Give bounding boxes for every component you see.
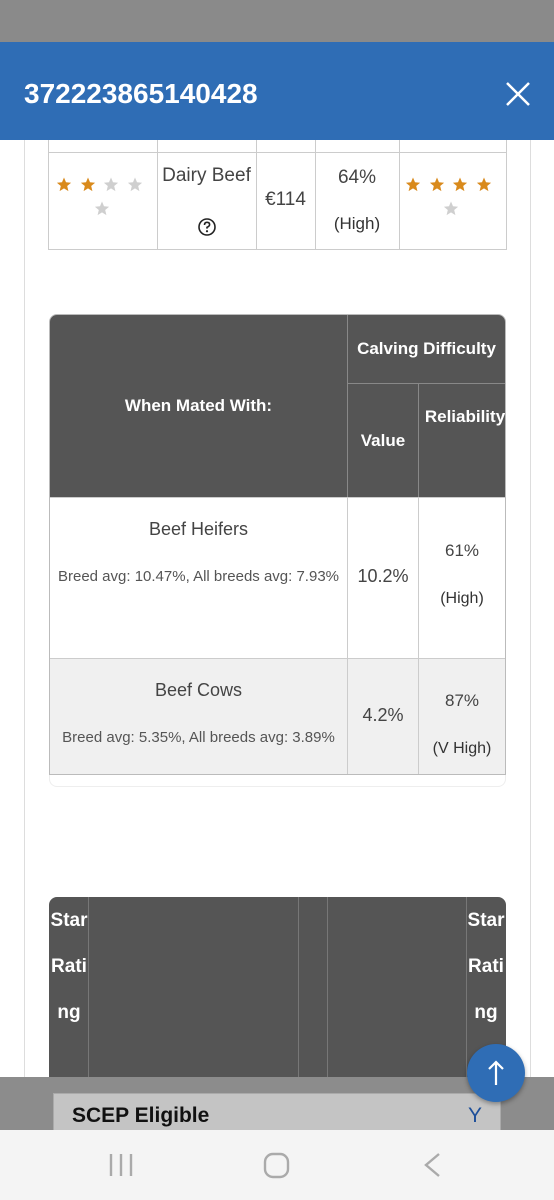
summary-table — [48, 140, 507, 250]
cell-divider — [347, 658, 348, 774]
cell-divider — [88, 897, 89, 1077]
header-divider — [348, 383, 505, 384]
star-table — [49, 897, 506, 1077]
row-note: Breed avg: 5.35%, All breeds avg: 3.89% — [62, 729, 335, 746]
header-cell: Star Rating — [467, 910, 505, 1023]
cell-divider — [256, 140, 257, 250]
cell-divider — [327, 897, 328, 1077]
breed: Dairy Beef — [162, 165, 251, 186]
cell-divider — [315, 140, 316, 250]
cell-divider — [418, 658, 419, 774]
row-label: Beef Heifers — [148, 519, 249, 539]
row-reliability: 61% — [444, 541, 480, 560]
star — [80, 177, 96, 192]
table-row — [50, 497, 505, 658]
header-divider — [418, 384, 419, 497]
star — [103, 177, 119, 192]
header-cell: Calving Difficulty — [357, 339, 496, 358]
star — [56, 177, 72, 192]
row-value: 4.2% — [362, 704, 404, 725]
help-icon[interactable] — [197, 217, 217, 237]
header-cell: When Mated With: — [124, 396, 273, 415]
status-bar — [0, 0, 554, 42]
star — [94, 201, 110, 216]
cell-divider — [466, 897, 467, 1077]
table-row — [50, 658, 505, 774]
cell-divider — [298, 897, 299, 1077]
header-divider — [347, 315, 348, 497]
reliability: 64% — [337, 167, 377, 188]
nav-bar — [0, 1130, 554, 1200]
row-label: Beef Cows — [154, 680, 243, 700]
cell-divider — [399, 140, 400, 250]
sticky-label: SCEP Eligible — [72, 1104, 210, 1127]
header-cell: Star Rating — [50, 910, 88, 1023]
row-note: Breed avg: 10.47%, All breeds avg: 7.93% — [57, 568, 339, 585]
cell-divider — [418, 497, 419, 658]
header-cell: Reliability — [424, 407, 506, 426]
close-button[interactable] — [500, 76, 536, 112]
modal-title: 372223865140428 — [24, 78, 258, 109]
star — [429, 177, 445, 192]
sticky-value: Y — [468, 1104, 483, 1127]
row-reliability: 87% — [444, 691, 480, 710]
cell-divider — [347, 497, 348, 658]
star — [476, 177, 492, 192]
reliability-level: (High) — [333, 214, 381, 233]
cell-divider — [157, 140, 158, 250]
modal-header — [0, 42, 554, 140]
sticky-row — [53, 1093, 501, 1130]
star — [127, 177, 143, 192]
card-border — [24, 140, 531, 1140]
star — [443, 201, 459, 216]
table-shadow — [49, 775, 506, 787]
row-value: 10.2% — [357, 566, 409, 586]
star — [452, 177, 468, 192]
header-cell: Value — [360, 430, 406, 450]
star-rating — [398, 170, 498, 220]
scroll-top-button[interactable] — [467, 1044, 525, 1102]
row-level: (V High) — [432, 740, 492, 757]
value: €114 — [265, 189, 306, 210]
row-level: (High) — [440, 590, 484, 607]
summary-top-line — [48, 152, 507, 153]
star-rating — [48, 170, 148, 220]
star — [405, 177, 421, 192]
